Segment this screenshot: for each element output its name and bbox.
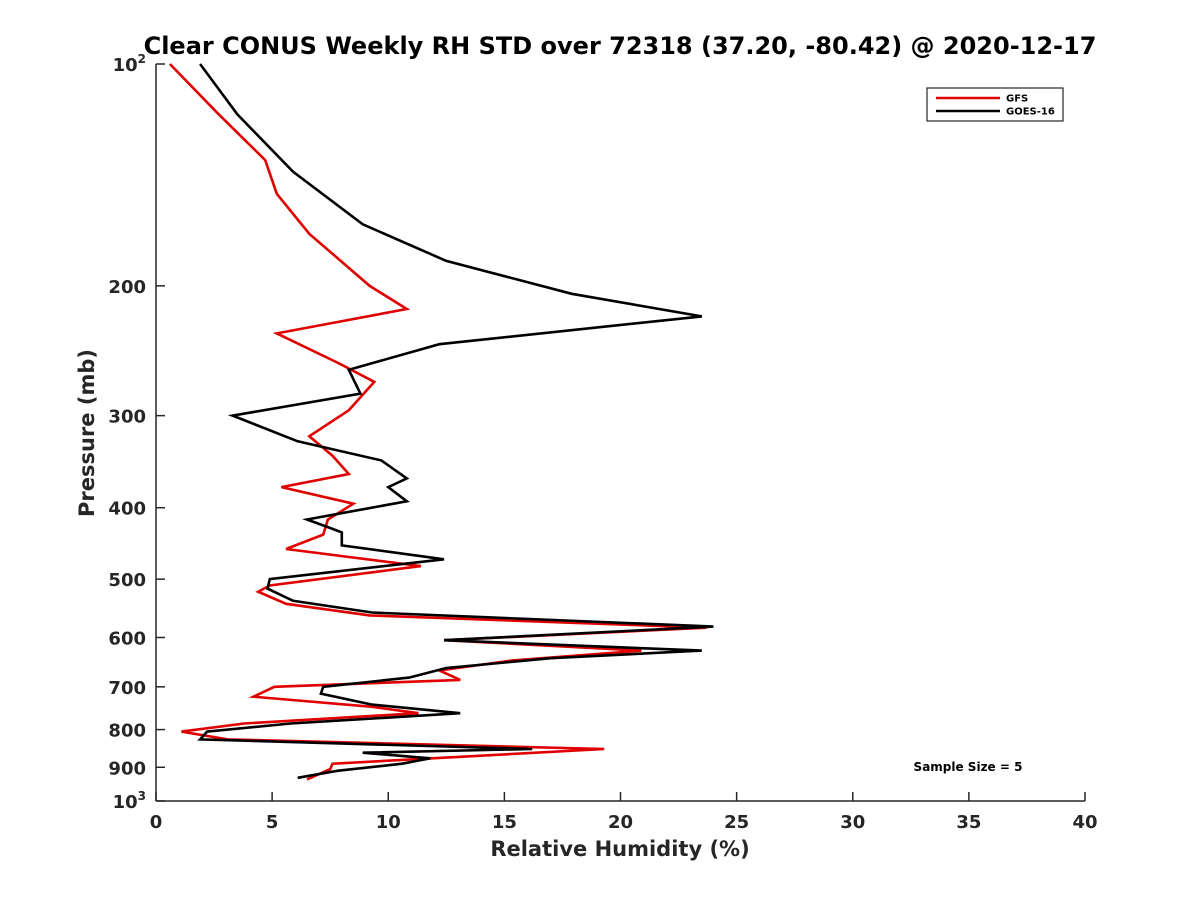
x-tick-label: 40 bbox=[1072, 812, 1097, 833]
x-tick-label: 0 bbox=[150, 812, 163, 833]
y-tick-label: 500 bbox=[108, 570, 146, 591]
sample-size-annotation: Sample Size = 5 bbox=[914, 760, 1023, 774]
y-axis-ticks: 102 200 300 400 500 600 700 800 900 103 bbox=[108, 52, 165, 813]
y-tick-label: 300 bbox=[108, 407, 146, 428]
x-tick-label: 30 bbox=[840, 812, 865, 833]
legend-box bbox=[926, 87, 1064, 122]
y-tick-label: 800 bbox=[108, 721, 146, 742]
y-tick-label: 400 bbox=[108, 499, 146, 520]
y-tick-label: 200 bbox=[108, 277, 146, 298]
x-tick-label: 20 bbox=[608, 812, 633, 833]
series-line-goes-16 bbox=[197, 63, 714, 780]
x-tick-label: 5 bbox=[266, 812, 279, 833]
x-axis-ticks: 0 5 10 15 20 25 30 35 40 bbox=[150, 792, 1098, 833]
legend: GFS GOES-16 bbox=[926, 87, 1064, 122]
x-tick-label: 25 bbox=[724, 812, 749, 833]
legend-label: GFS bbox=[1006, 94, 1028, 105]
series-layer bbox=[168, 63, 714, 781]
y-axis-label: Pressure (mb) bbox=[75, 349, 99, 517]
x-tick-label: 10 bbox=[376, 812, 401, 833]
plot-area: 0 5 10 15 20 25 30 35 40 102 200 300 400 500 600 700 80… bbox=[108, 52, 1097, 833]
x-axis-label: Relative Humidity (%) bbox=[490, 837, 749, 861]
y-tick-label: 102 bbox=[113, 52, 146, 76]
y-tick-label: 700 bbox=[108, 678, 146, 699]
legend-label: GOES-16 bbox=[1006, 107, 1055, 118]
x-tick-label: 15 bbox=[492, 812, 517, 833]
y-tick-label: 103 bbox=[113, 789, 146, 813]
series-line-gfs bbox=[168, 63, 707, 781]
chart-title: Clear CONUS Weekly RH STD over 72318 (37… bbox=[144, 32, 1097, 60]
x-tick-label: 35 bbox=[956, 812, 981, 833]
y-tick-label: 600 bbox=[108, 628, 146, 649]
y-tick-label: 900 bbox=[108, 758, 146, 779]
